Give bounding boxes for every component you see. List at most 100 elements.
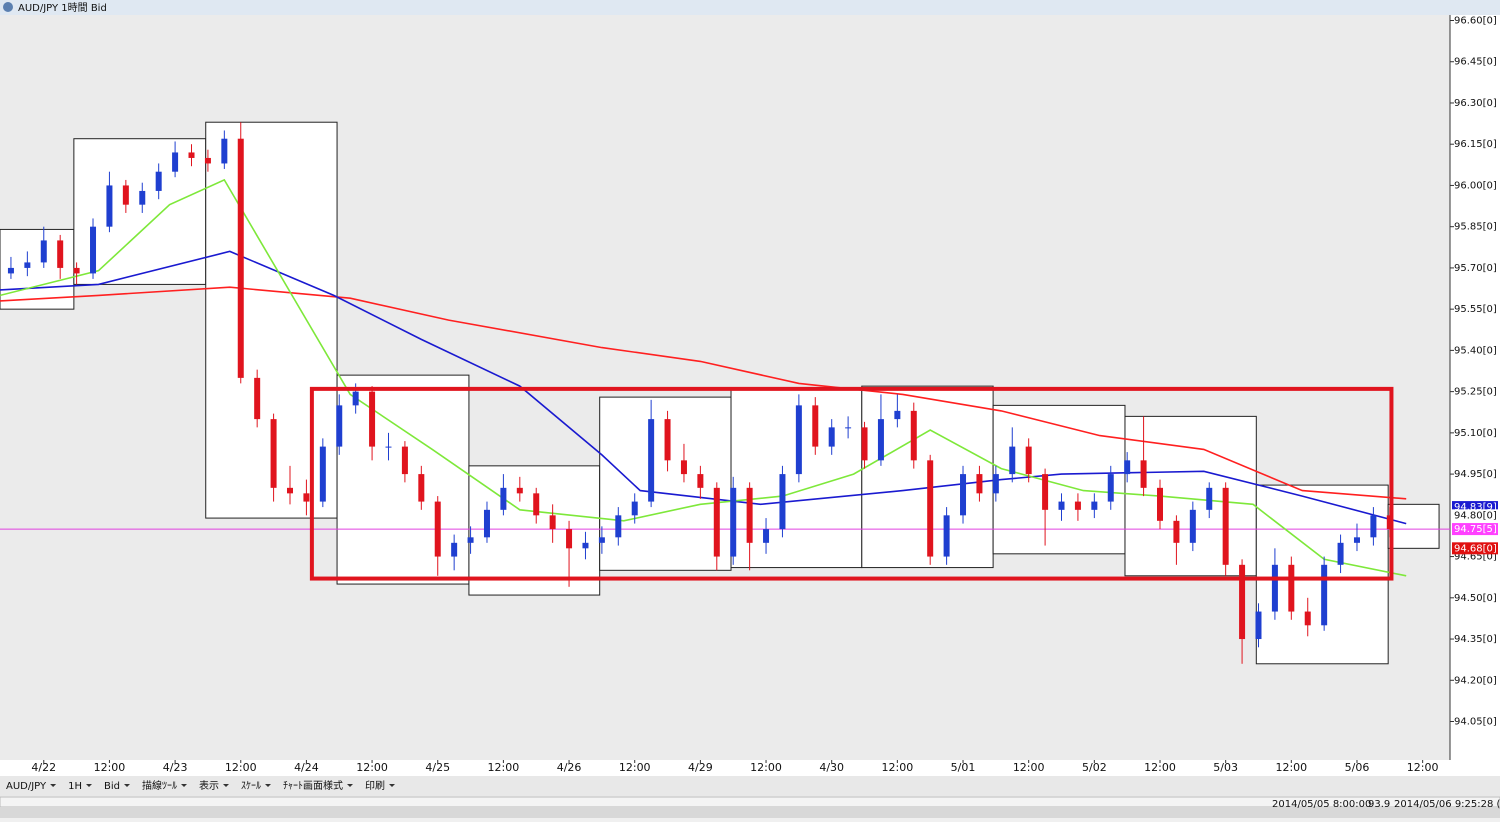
y-tick-label: 95.40[0] [1454,345,1497,356]
candle-body [1353,537,1360,543]
y-tick-label: 94.05[0] [1454,717,1497,728]
price-tag [1452,501,1498,514]
x-tick-label: 12:00 [356,761,388,774]
candle-body [221,138,228,164]
toolbar-button[interactable]: ﾁｬｰﾄ画面様式 [283,779,343,792]
candle-body [336,405,343,447]
candle-body [434,501,441,557]
dropdown-arrow[interactable] [86,784,92,787]
dropdown-arrow[interactable] [347,784,353,787]
x-tick-label: 12:00 [1013,761,1045,774]
candle-body [106,185,113,227]
candle-body [500,487,507,510]
candle-body [566,529,573,549]
y-tick-label: 94.20[0] [1454,675,1497,686]
x-tick-label: 12:00 [750,761,782,774]
ui: AUD/JPY 1H Bid 描線ﾂｰﾙ 表示 ｽｹｰﾙ ﾁｬｰﾄ画面様式 印刷 2014/05… [6,779,1500,810]
candle-body [877,419,884,461]
x-tick-label: 12:00 [882,761,914,774]
x-tick-label: 4/29 [688,761,713,774]
candle-body [533,493,540,516]
candle-body [1124,460,1131,475]
candle-body [7,267,14,274]
y-tick-label: 95.55[0] [1454,304,1497,315]
candle-body [1222,487,1229,565]
candle-body [1173,520,1180,543]
toolbar-button[interactable]: ｽｹｰﾙ [241,780,261,792]
candle-body [40,240,47,263]
x-tick-label: 12:00 [94,761,126,774]
candle-body [237,138,244,378]
range-box [1387,503,1440,549]
candle-body [467,537,474,543]
y-tick-label: 95.70[0] [1454,263,1497,274]
y-tick-label: 96.15[0] [1454,139,1497,150]
candle-body [1239,564,1246,640]
candle-body [1009,446,1016,475]
candle-body [1337,542,1344,565]
toolbar-button[interactable]: 1H [68,781,82,792]
dropdown-arrow[interactable] [50,784,57,787]
y-tick-label: 96.45[0] [1454,57,1497,68]
candle-body [910,410,917,461]
candle-body [943,515,950,557]
y-tick-label: 94.95[0] [1454,469,1497,480]
toolbar-button[interactable]: 印刷 [365,780,385,792]
candle-body [1255,611,1262,640]
candle-body [1091,501,1098,510]
candle-body [155,171,162,191]
dropdown-arrow[interactable] [181,784,187,787]
x-tick-label: 4/25 [425,761,450,774]
app-icon [3,2,13,12]
candle-body [139,190,146,205]
y-tick-label: 96.60[0] [1454,15,1497,26]
title-bar [0,0,1500,15]
range-box [1124,415,1257,577]
price-tag-label: 94.80[0] [1454,510,1497,521]
candle-body [24,262,31,268]
price-tag [1452,542,1498,555]
x-tick-label: 5/02 [1082,761,1107,774]
candle-body [1058,501,1065,510]
candle-body [713,487,720,557]
price-axis [1450,15,1500,760]
candle-body [1206,487,1213,510]
x-tick-label: 12:00 [1275,761,1307,774]
x-tick-label: 4/23 [163,761,188,774]
range-box [336,374,470,585]
candle-body [746,487,753,543]
y-tick-label: 95.85[0] [1454,222,1497,233]
candle-body [582,542,589,549]
y-tick-label: 96.30[0] [1454,98,1497,109]
candle-body [369,391,376,447]
dropdown-arrow[interactable] [389,784,395,787]
x-tick-label: 12:00 [1144,761,1176,774]
candle-body [385,446,392,448]
toolbar-button[interactable]: 描線ﾂｰﾙ [142,779,177,792]
candle-body [927,460,934,557]
candle-body [516,487,523,494]
candle-body [861,427,868,461]
dropdown-arrow[interactable] [265,784,271,787]
dropdown-arrow[interactable] [223,784,229,787]
x-tick-label: 4/26 [557,761,582,774]
y-tick-label: 95.10[0] [1454,428,1497,439]
x-tick-label: 4/22 [31,761,56,774]
candle-body [1288,564,1295,612]
candle-body [730,487,737,557]
candle-body [303,493,310,502]
toolbar-button[interactable]: Bid [104,781,120,792]
candle-body [1025,446,1032,475]
candle-body [615,515,622,538]
candle-body [172,152,179,172]
candle-body [270,419,277,488]
candle-body [122,185,129,205]
dropdown-arrow[interactable] [124,784,130,787]
toolbar-button[interactable]: 表示 [199,779,219,792]
toolbar-button[interactable]: AUD/JPY [6,781,47,792]
x-tick-label: 5/03 [1213,761,1238,774]
x-tick-label: 12:00 [488,761,520,774]
candle-body [1189,509,1196,543]
candle-body [73,267,80,274]
status-bar [0,807,1500,818]
